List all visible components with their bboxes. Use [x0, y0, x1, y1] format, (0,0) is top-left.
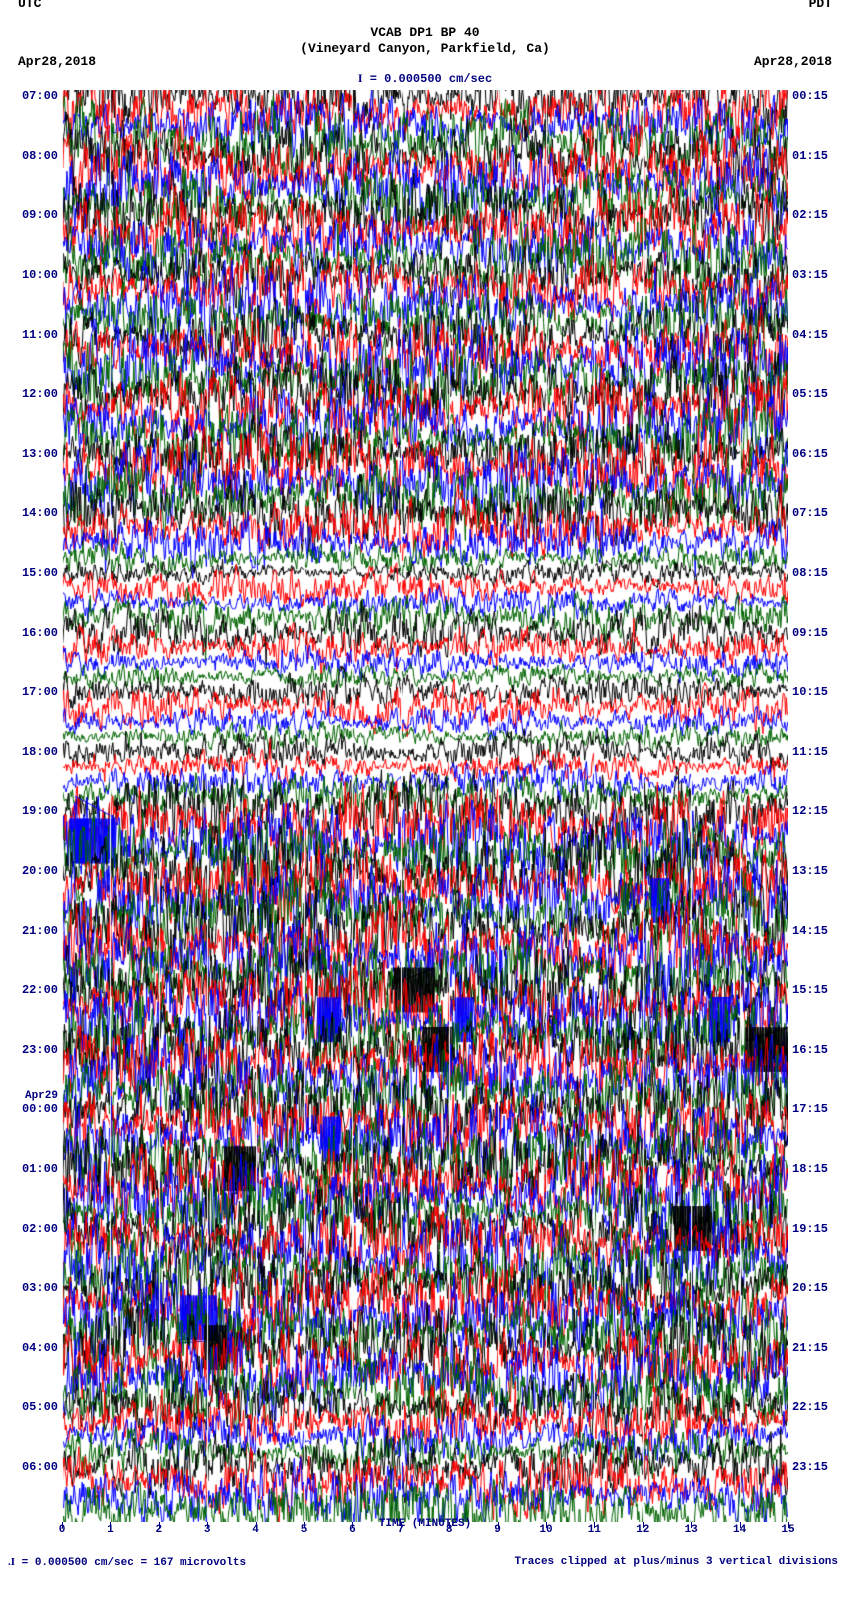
- utc-time-label: 22:00: [14, 984, 58, 996]
- x-tick-label: 0: [59, 1524, 66, 1536]
- x-tick-label: 14: [733, 1524, 746, 1536]
- utc-time-label: 19:00: [14, 805, 58, 817]
- utc-time-label: 11:00: [14, 329, 58, 341]
- pdt-time-label: 17:15: [792, 1103, 836, 1115]
- utc-time-label: 13:00: [14, 448, 58, 460]
- helicorder-canvas: [62, 90, 788, 1522]
- pdt-time-label: 23:15: [792, 1461, 836, 1473]
- pdt-time-label: 12:15: [792, 805, 836, 817]
- pdt-time-label: 22:15: [792, 1401, 836, 1413]
- pdt-time-label: 01:15: [792, 150, 836, 162]
- x-tick-label: 10: [539, 1524, 552, 1536]
- pdt-time-label: 16:15: [792, 1044, 836, 1056]
- utc-axis: 07:00 08:00 09:00 10:00 11:00 12:00 13:00 14:00…: [14, 90, 58, 1522]
- utc-time-label: 07:00: [14, 90, 58, 102]
- utc-time-label: 01:00: [14, 1163, 58, 1175]
- utc-time-label: 10:00: [14, 269, 58, 281]
- x-tick-label: 12: [636, 1524, 649, 1536]
- utc-time-label: 21:00: [14, 925, 58, 937]
- pdt-time-label: 13:15: [792, 865, 836, 877]
- title-line-1: VCAB DP1 BP 40: [0, 25, 850, 41]
- pdt-time-label: 11:15: [792, 746, 836, 758]
- pdt-axis: 00:15 01:15 02:15 03:15 04:15 05:15 06:15 07:15…: [792, 90, 836, 1522]
- footer: .I = 0.000500 cm/sec = 167 microvolts Tr…: [0, 1550, 850, 1579]
- pdt-time-label: 18:15: [792, 1163, 836, 1175]
- utc-time-label: 09:00: [14, 209, 58, 221]
- utc-time-label: 23:00: [14, 1044, 58, 1056]
- tz-right-label: PDT: [809, 0, 832, 11]
- pdt-time-label: 00:15: [792, 90, 836, 102]
- x-tick-label: 1: [107, 1524, 114, 1536]
- pdt-time-label: 02:15: [792, 209, 836, 221]
- utc-time-label: 05:00: [14, 1401, 58, 1413]
- utc-time-label: 16:00: [14, 627, 58, 639]
- helicorder-plot-area: [62, 90, 788, 1522]
- pdt-time-label: 07:15: [792, 507, 836, 519]
- pdt-time-label: 10:15: [792, 686, 836, 698]
- x-tick-label: 6: [349, 1524, 356, 1536]
- pdt-time-label: 03:15: [792, 269, 836, 281]
- x-tick-label: 13: [685, 1524, 698, 1536]
- x-tick-label: 5: [301, 1524, 308, 1536]
- helicorder-chart: 07:00 08:00 09:00 10:00 11:00 12:00 13:00 14:00…: [0, 90, 850, 1550]
- utc-time-label: 04:00: [14, 1342, 58, 1354]
- pdt-time-label: 21:15: [792, 1342, 836, 1354]
- utc-time-label: 06:00: [14, 1461, 58, 1473]
- pdt-time-label: 15:15: [792, 984, 836, 996]
- pdt-time-label: 08:15: [792, 567, 836, 579]
- x-tick-label: 11: [588, 1524, 601, 1536]
- footer-right: Traces clipped at plus/minus 3 vertical …: [515, 1556, 838, 1569]
- x-tick-label: 9: [494, 1524, 501, 1536]
- date-left: Apr28,2018: [18, 54, 96, 69]
- utc-time-label: 00:00: [14, 1103, 58, 1115]
- utc-time-label: 02:00: [14, 1223, 58, 1235]
- x-axis: 0123456789101112131415TIME (MINUTES): [62, 1522, 788, 1550]
- pdt-time-label: 05:15: [792, 388, 836, 400]
- footer-left: = 0.000500 cm/sec = 167 microvolts: [15, 1557, 246, 1569]
- utc-time-label: 15:00: [14, 567, 58, 579]
- utc-time-label: 08:00: [14, 150, 58, 162]
- pdt-time-label: 04:15: [792, 329, 836, 341]
- x-tick-label: 2: [155, 1524, 162, 1536]
- utc-day-label: Apr29: [14, 1091, 58, 1102]
- pdt-time-label: 06:15: [792, 448, 836, 460]
- utc-time-label: 17:00: [14, 686, 58, 698]
- scale-indicator: I = 0.000500 cm/sec: [0, 71, 850, 86]
- utc-time-label: 18:00: [14, 746, 58, 758]
- x-tick-label: 3: [204, 1524, 211, 1536]
- pdt-time-label: 19:15: [792, 1223, 836, 1235]
- utc-time-label: 20:00: [14, 865, 58, 877]
- pdt-time-label: 14:15: [792, 925, 836, 937]
- x-tick-label: 4: [252, 1524, 259, 1536]
- pdt-time-label: 20:15: [792, 1282, 836, 1294]
- utc-time-label: 03:00: [14, 1282, 58, 1294]
- x-axis-title: TIME (MINUTES): [379, 1518, 471, 1530]
- pdt-time-label: 09:15: [792, 627, 836, 639]
- tz-left-label: UTC: [18, 0, 41, 11]
- utc-time-label: 12:00: [14, 388, 58, 400]
- utc-time-label: 14:00: [14, 507, 58, 519]
- date-right: Apr28,2018: [754, 54, 832, 69]
- x-tick-label: 15: [781, 1524, 794, 1536]
- chart-title: VCAB DP1 BP 40 (Vineyard Canyon, Parkfie…: [0, 0, 850, 56]
